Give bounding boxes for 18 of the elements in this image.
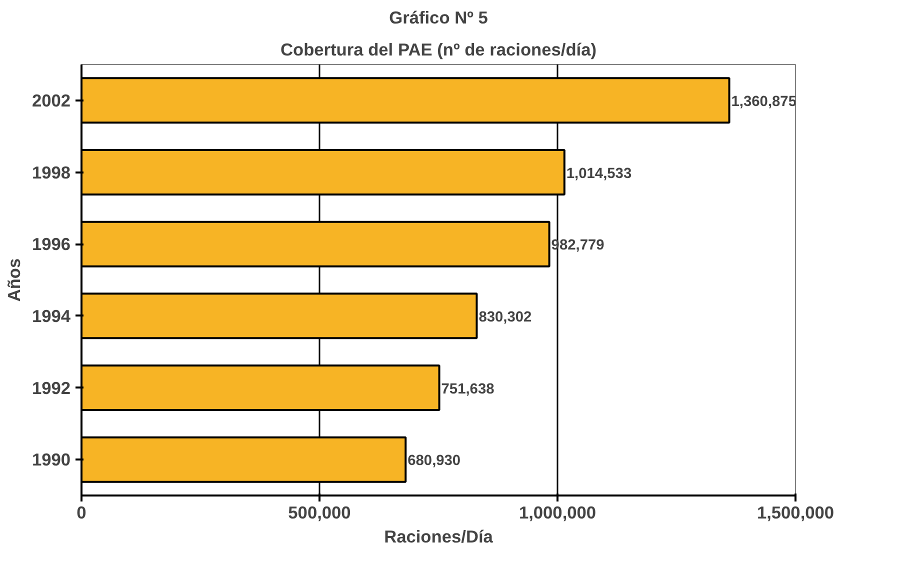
y-tick-label: 1998 xyxy=(32,162,71,182)
x-axis-title: Raciones/Día xyxy=(384,526,494,546)
y-tick-label: 1992 xyxy=(32,378,71,398)
x-tick-label: 0 xyxy=(76,502,86,522)
y-tick-label: 1996 xyxy=(32,234,71,254)
y-tick-label: 1994 xyxy=(32,306,71,326)
y-axis-title: Años xyxy=(4,258,24,302)
x-tick-label: 1,500,000 xyxy=(756,502,834,522)
y-tick-label: 1990 xyxy=(32,450,71,470)
data-label: 830,302 xyxy=(478,309,532,326)
chart-title: Gráfico Nº 5 xyxy=(389,8,488,28)
chart-subtitle: Cobertura del PAE (nº de raciones/día) xyxy=(280,40,597,60)
y-tick-label: 2002 xyxy=(32,90,71,110)
data-label: 680,930 xyxy=(408,453,461,470)
x-tick-label: 500,000 xyxy=(288,502,351,522)
data-label: 1,014,533 xyxy=(566,166,632,182)
x-tick-label: 1,000,000 xyxy=(518,502,596,522)
data-label: 751,638 xyxy=(441,381,494,398)
